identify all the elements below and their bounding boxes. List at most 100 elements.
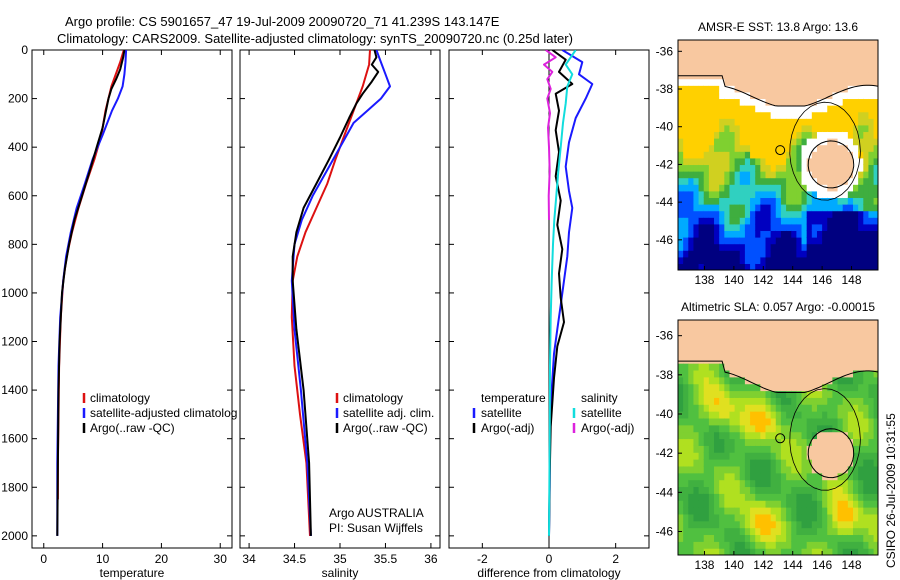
map-cell bbox=[729, 98, 736, 106]
map-cell bbox=[868, 500, 875, 508]
map-cell bbox=[806, 91, 813, 100]
map-cell bbox=[678, 124, 684, 133]
map-cell bbox=[780, 78, 787, 86]
map-cell bbox=[703, 445, 710, 453]
map-cell bbox=[827, 243, 834, 251]
map-cell bbox=[770, 105, 777, 113]
map-cell bbox=[868, 513, 875, 522]
map-cell bbox=[724, 85, 731, 93]
map-cell bbox=[744, 452, 751, 460]
map-cell bbox=[703, 404, 710, 412]
map-cell bbox=[796, 40, 803, 47]
map-cell bbox=[858, 369, 864, 378]
map-cell bbox=[770, 500, 777, 508]
map-cell bbox=[770, 40, 777, 47]
map-cell bbox=[698, 452, 705, 460]
map-cell bbox=[734, 520, 741, 529]
map-cell bbox=[755, 363, 761, 371]
map-cell bbox=[811, 328, 818, 337]
map-cell bbox=[744, 250, 751, 258]
map-cell bbox=[822, 157, 828, 166]
map-cell bbox=[832, 217, 839, 225]
map-cell bbox=[847, 349, 854, 357]
map-cell bbox=[708, 438, 715, 446]
map-cell bbox=[760, 204, 767, 212]
map-cell bbox=[806, 58, 813, 67]
x-tick-label: 30 bbox=[214, 552, 228, 566]
map-cell bbox=[811, 190, 818, 199]
map-cell bbox=[786, 513, 792, 522]
map-cell bbox=[858, 534, 864, 542]
map-cell bbox=[755, 513, 761, 522]
map-cell bbox=[714, 520, 720, 529]
map-cell bbox=[775, 91, 782, 100]
map-cell bbox=[734, 513, 741, 522]
map-cell bbox=[837, 321, 844, 330]
map-cell bbox=[770, 465, 777, 474]
map-cell bbox=[791, 534, 797, 542]
map-cell bbox=[734, 390, 741, 398]
map-cell bbox=[693, 177, 700, 185]
map-cell bbox=[780, 479, 787, 488]
map-cell bbox=[688, 335, 695, 344]
map-cell bbox=[780, 383, 787, 392]
map-cell bbox=[688, 369, 695, 378]
map-cell bbox=[719, 144, 725, 152]
map-cell bbox=[873, 431, 878, 440]
map-cell bbox=[816, 98, 823, 106]
map-cell bbox=[739, 520, 746, 529]
map-cell bbox=[724, 263, 731, 270]
map-cell bbox=[873, 479, 878, 488]
map-cell bbox=[811, 230, 818, 238]
map-cell bbox=[832, 118, 839, 126]
map-cell bbox=[739, 124, 746, 133]
map-cell bbox=[791, 404, 797, 412]
map-cell bbox=[806, 105, 813, 113]
map-cell bbox=[775, 328, 782, 337]
map-cell bbox=[719, 230, 725, 238]
map-cell bbox=[806, 177, 813, 185]
map-cell bbox=[837, 98, 844, 106]
map-cell bbox=[868, 111, 875, 119]
map-cell bbox=[708, 98, 715, 106]
annotation-text: PI: Susan Wijffels bbox=[329, 521, 423, 535]
map-cell bbox=[780, 513, 787, 522]
map-cell bbox=[801, 124, 808, 133]
map-cell bbox=[806, 320, 813, 323]
series-group bbox=[290, 50, 391, 536]
x-tick-label: 36 bbox=[424, 552, 438, 566]
map-cell bbox=[801, 459, 808, 467]
map-cell bbox=[780, 500, 787, 508]
map-cell bbox=[811, 256, 818, 264]
map-cell bbox=[765, 397, 772, 405]
map-cell bbox=[770, 210, 777, 218]
map-cell bbox=[822, 105, 828, 113]
map-cell bbox=[760, 520, 767, 529]
map-cell bbox=[816, 438, 823, 446]
map-cell bbox=[693, 383, 700, 392]
map-cell bbox=[858, 445, 864, 453]
map-cell bbox=[750, 335, 756, 344]
map-cell bbox=[683, 157, 689, 166]
map-cell bbox=[801, 376, 808, 385]
map-cell bbox=[770, 204, 777, 212]
map-cell bbox=[873, 105, 878, 113]
map-cell bbox=[719, 85, 725, 93]
map-cell bbox=[714, 363, 720, 371]
map-cell bbox=[729, 541, 736, 549]
map-cell bbox=[816, 342, 823, 350]
map-cell bbox=[806, 328, 813, 337]
map-cell bbox=[755, 383, 761, 392]
map-cell bbox=[688, 98, 695, 106]
map-cell bbox=[703, 513, 710, 522]
map-cell bbox=[853, 52, 859, 60]
map-cell bbox=[806, 217, 813, 225]
map-cell bbox=[765, 465, 772, 474]
map-cell bbox=[765, 356, 772, 364]
map-cell bbox=[853, 197, 859, 205]
map-cell bbox=[786, 404, 792, 412]
map-cell bbox=[678, 321, 684, 330]
map-cell bbox=[842, 105, 849, 113]
map-cell bbox=[760, 164, 767, 172]
map-cell bbox=[822, 534, 828, 542]
